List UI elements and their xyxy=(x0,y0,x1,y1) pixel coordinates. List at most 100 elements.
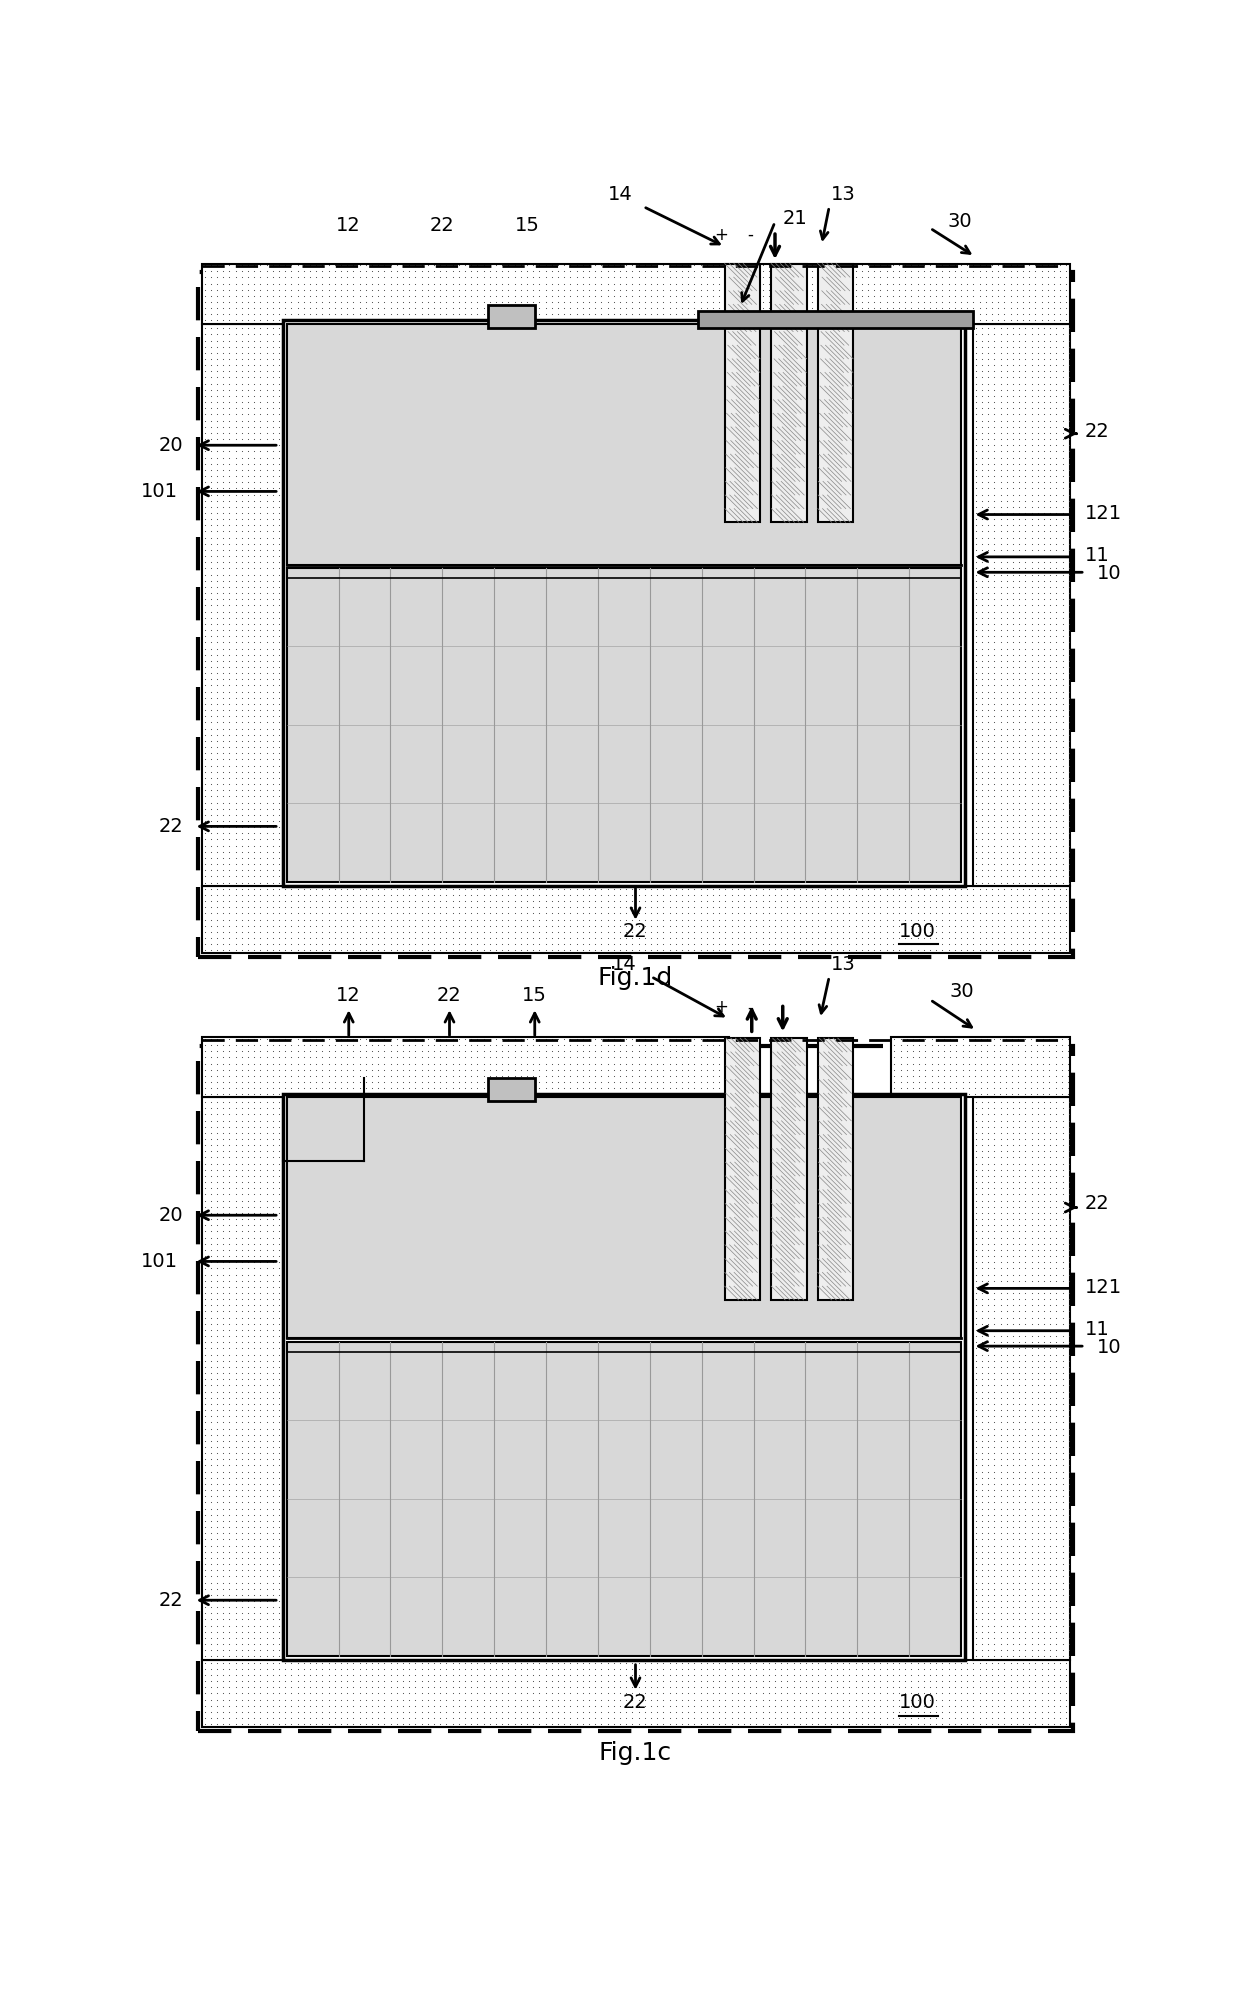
Point xyxy=(226,280,246,312)
Point xyxy=(978,725,998,757)
Point xyxy=(997,725,1017,757)
Point xyxy=(966,1160,986,1192)
Point xyxy=(542,1660,562,1691)
Point xyxy=(306,1707,326,1739)
Point xyxy=(232,743,252,775)
Point xyxy=(269,1142,289,1174)
Point xyxy=(238,1444,258,1476)
Point xyxy=(232,547,252,579)
Point xyxy=(238,1512,258,1544)
Point xyxy=(474,1660,494,1691)
Text: 11: 11 xyxy=(1085,545,1110,565)
Point xyxy=(244,1202,264,1234)
Point xyxy=(257,262,277,294)
Point xyxy=(1009,1270,1029,1302)
Point xyxy=(567,1654,587,1685)
Point xyxy=(257,274,277,306)
Point xyxy=(895,1701,915,1733)
Point xyxy=(393,292,413,324)
Point xyxy=(932,250,952,282)
Point xyxy=(201,621,221,653)
Point xyxy=(1053,1548,1073,1580)
Point xyxy=(684,1040,704,1072)
Point xyxy=(858,292,878,324)
Point xyxy=(381,1701,401,1733)
Point xyxy=(1002,1054,1022,1086)
Point xyxy=(269,885,289,917)
Point xyxy=(195,1554,215,1586)
Point xyxy=(362,292,382,324)
Point xyxy=(1047,811,1066,843)
Point xyxy=(610,1054,630,1086)
Point xyxy=(554,1048,574,1080)
Point xyxy=(765,911,785,943)
Point xyxy=(244,929,264,961)
Point xyxy=(641,1060,661,1092)
Point xyxy=(784,1665,804,1697)
Point xyxy=(306,879,326,911)
Point xyxy=(647,873,667,905)
Point xyxy=(226,1444,246,1476)
Point xyxy=(1038,1707,1058,1739)
Point xyxy=(585,1654,605,1685)
Point xyxy=(815,885,835,917)
Point xyxy=(660,286,680,318)
Point xyxy=(629,1072,649,1104)
Point xyxy=(250,837,270,869)
Point xyxy=(412,1648,432,1679)
Point xyxy=(213,274,233,306)
Point xyxy=(1003,737,1023,769)
Point xyxy=(393,298,413,330)
Point xyxy=(1003,337,1023,369)
Point xyxy=(294,1022,314,1054)
Point xyxy=(257,755,277,787)
Point xyxy=(852,286,872,318)
Point xyxy=(257,837,277,869)
Point xyxy=(895,1677,915,1709)
Point xyxy=(418,929,438,961)
Point xyxy=(1058,1060,1078,1092)
Point xyxy=(1009,799,1029,831)
Point xyxy=(498,1022,518,1054)
Point xyxy=(1009,1320,1029,1352)
Point xyxy=(461,1683,481,1715)
Point xyxy=(653,1034,673,1066)
Point xyxy=(263,755,283,787)
Point xyxy=(988,879,1008,911)
Point xyxy=(697,1671,717,1703)
Point xyxy=(957,885,977,917)
Point xyxy=(536,286,556,318)
Point xyxy=(914,879,934,911)
Point xyxy=(976,873,996,905)
Point xyxy=(839,286,859,318)
Point xyxy=(238,1344,258,1376)
Point xyxy=(1009,769,1029,801)
Point xyxy=(467,885,487,917)
Point xyxy=(972,447,992,479)
Point xyxy=(771,274,791,306)
Point xyxy=(331,1066,351,1098)
Point xyxy=(579,897,599,929)
Point xyxy=(641,1048,661,1080)
Point xyxy=(226,583,246,615)
Point xyxy=(715,1048,735,1080)
Point xyxy=(1028,491,1048,523)
Point xyxy=(207,1290,227,1322)
Point xyxy=(263,1707,283,1739)
Point xyxy=(978,1104,998,1136)
Point xyxy=(972,1462,992,1494)
Point xyxy=(201,1683,221,1715)
Point xyxy=(932,1677,952,1709)
Point xyxy=(635,929,655,961)
Point xyxy=(1040,1364,1060,1396)
Point xyxy=(991,627,1011,659)
Point xyxy=(201,1086,221,1118)
Point xyxy=(511,911,531,943)
Point xyxy=(852,897,872,929)
Point xyxy=(238,447,258,479)
Point xyxy=(1016,1566,1035,1598)
Point xyxy=(238,274,258,306)
Point xyxy=(1007,885,1027,917)
Point xyxy=(393,1028,413,1060)
Point xyxy=(250,805,270,837)
